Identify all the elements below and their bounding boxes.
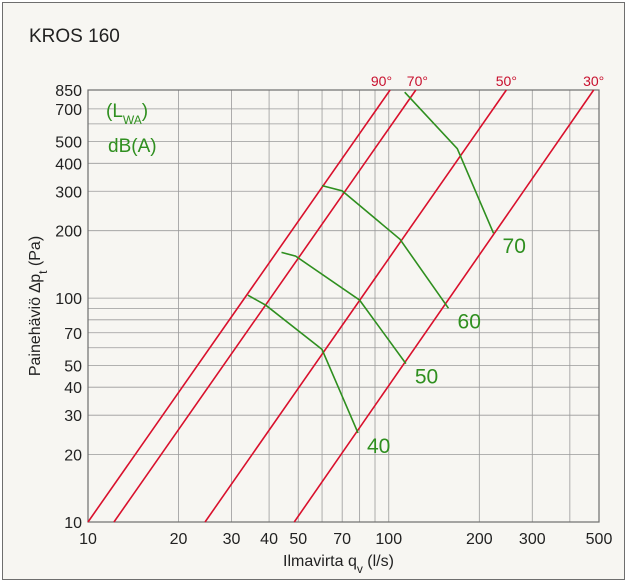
y-tick-label: 100 [55, 291, 82, 308]
x-tick-label: 70 [333, 531, 351, 548]
x-tick-label: 200 [466, 531, 493, 548]
damper-label-2: 50° [496, 73, 517, 89]
y-tick-label: 30 [64, 408, 82, 425]
x-tick-label: 20 [170, 531, 188, 548]
sound-label-3: 70 [503, 235, 526, 258]
legend-dba: dB(A) [108, 136, 157, 157]
y-axis-label-main: Painehäviö ∆p [27, 274, 44, 376]
damper-line-2 [204, 89, 508, 523]
y-tick-label: 850 [55, 83, 82, 100]
y-tick-label: 700 [55, 102, 82, 119]
grid [87, 89, 600, 523]
damper-label-0: 90° [371, 73, 392, 89]
legend-lwa-open: (L [106, 101, 123, 122]
sound-line-2 [321, 184, 450, 309]
legend-lwa: (LWA) [106, 101, 148, 127]
y-tick-label: 400 [55, 156, 82, 173]
chart-title: KROS 160 [29, 26, 120, 47]
sound-line-1 [281, 251, 407, 365]
x-axis-label-unit: (l/s) [363, 553, 394, 570]
y-tick-label: 40 [64, 380, 82, 397]
x-tick-label: 40 [260, 531, 278, 548]
x-tick-labels: 10 20 30 40 50 70 100 200 300 500 [79, 531, 612, 548]
damper-lines: 90° 70° 50° 30° [87, 73, 604, 523]
y-axis-label: Painehäviö ∆pt (Pa) [27, 236, 50, 376]
y-tick-label: 20 [64, 448, 82, 465]
damper-line-3 [293, 89, 595, 523]
x-tick-label: 100 [375, 531, 402, 548]
y-axis-label-sub: t [36, 270, 50, 274]
sound-label-1: 50 [415, 366, 438, 389]
sound-line-0 [247, 294, 359, 434]
sound-lines: 40 50 60 70 [247, 91, 526, 458]
x-axis-label: Ilmavirta qv (l/s) [283, 553, 394, 576]
x-axis-label-sub: v [357, 562, 363, 576]
damper-label-3: 30° [583, 73, 604, 89]
sound-line-3 [404, 91, 495, 234]
x-tick-label: 300 [519, 531, 546, 548]
legend-lwa-sub: WA [123, 113, 142, 127]
plot-area [87, 89, 600, 523]
x-tick-label: 10 [79, 531, 97, 548]
y-tick-label: 10 [64, 515, 82, 532]
y-tick-labels: 10 20 30 40 50 70 100 200 300 400 500 700 850 [55, 83, 82, 532]
y-tick-label: 70 [64, 326, 82, 343]
x-tick-label: 50 [289, 531, 307, 548]
y-tick-label: 50 [64, 358, 82, 375]
y-axis-label-unit: (Pa) [27, 236, 44, 271]
x-axis-label-main: Ilmavirta q [283, 553, 357, 570]
x-tick-label: 30 [223, 531, 241, 548]
legend-lwa-close: ) [142, 101, 148, 122]
y-tick-label: 200 [55, 224, 82, 241]
y-tick-label: 500 [55, 135, 82, 152]
damper-line-0 [87, 89, 391, 523]
sound-label-2: 60 [458, 310, 481, 333]
damper-label-1: 70° [407, 73, 428, 89]
damper-line-1 [113, 89, 417, 523]
x-tick-label: 500 [586, 531, 613, 548]
sound-label-0: 40 [367, 435, 390, 458]
y-tick-label: 300 [55, 184, 82, 201]
